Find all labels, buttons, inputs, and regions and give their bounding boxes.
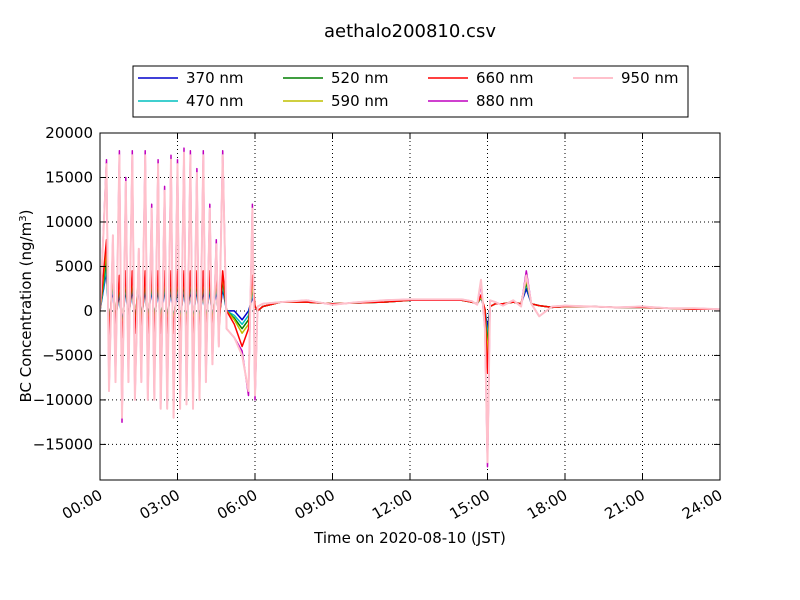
y-axis-label: BC Concentration (ng/m3) (17, 210, 35, 403)
x-tick-label: 24:00 (679, 486, 725, 523)
legend-label: 370 nm (186, 69, 244, 87)
y-axis-label-superscript: 3 (18, 215, 29, 221)
legend-label: 660 nm (476, 69, 534, 87)
y-tick-label: −5000 (42, 346, 93, 364)
y-tick-label: 5000 (55, 257, 93, 275)
legend-label: 590 nm (331, 92, 389, 110)
series-line-950-nm (100, 151, 720, 464)
x-tick-label: 15:00 (447, 486, 493, 523)
y-tick-label: −15000 (33, 435, 93, 453)
series-lines (100, 147, 720, 468)
x-tick-label: 00:00 (59, 486, 105, 523)
legend: 370 nm 470 nm 520 nm 590 nm 660 nm 880 nm 950 … (132, 65, 689, 118)
x-tick-label: 21:00 (602, 486, 648, 523)
x-tick-label: 12:00 (369, 486, 415, 523)
legend-frame (132, 65, 689, 118)
y-tick-label: 15000 (45, 168, 93, 186)
chart-title: aethalo200810.csv (324, 21, 496, 42)
legend-label: 880 nm (476, 92, 534, 110)
y-tick-label: 20000 (45, 124, 93, 142)
legend-label: 470 nm (186, 92, 244, 110)
x-tick-label: 18:00 (524, 486, 570, 523)
x-tick-label: 09:00 (292, 486, 338, 523)
x-tick-label: 06:00 (214, 486, 260, 523)
y-tick-label: 0 (83, 302, 93, 320)
y-tick-label: −10000 (33, 391, 93, 409)
x-tick-label: 03:00 (137, 486, 183, 523)
y-tick-label: 10000 (45, 213, 93, 231)
x-axis-label: Time on 2020-08-10 (JST) (313, 529, 506, 547)
legend-label: 950 nm (621, 69, 679, 87)
legend-label: 520 nm (331, 69, 389, 87)
grid-lines (100, 133, 720, 480)
